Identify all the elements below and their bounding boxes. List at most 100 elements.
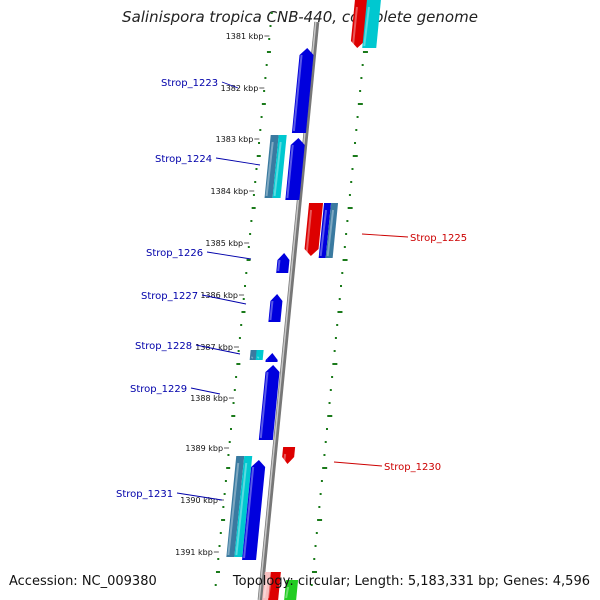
inner-rail-dot [237,350,240,352]
gene-label-text: Strop_1229 [130,384,187,395]
inner-rail-dot [221,519,226,521]
outer-rail-dot [332,363,338,365]
gene-strop-1230-shine [283,453,287,463]
bottom-gene-pink [262,572,271,600]
outer-rail-dot [334,337,337,339]
kbp-tick-label: 1381 kbp [226,32,264,41]
outer-rail-dot [311,571,317,573]
gene-strop-1228-c [265,353,278,362]
genome-summary-text: Topology: circular; Length: 5,183,331 bp… [232,574,590,589]
outer-rail-dot [351,168,354,170]
inner-rail-dot [266,51,271,53]
inner-rail-dot [242,298,245,300]
gene-leader-line [333,461,383,467]
gene-leader-line [195,344,241,355]
outer-rail-dot [331,376,334,378]
inner-rail-dot [236,363,241,365]
gene-leader-line [206,251,252,260]
inner-rail-dot [263,90,266,92]
inner-rail-dot [217,558,220,560]
outer-rail-dot [328,402,331,404]
outer-rail-dot [347,207,353,209]
inner-rail-dot [222,506,225,508]
inner-rail-dot [214,584,217,586]
kbp-tick-label: 1386 kbp [200,291,238,300]
outer-rail-dot [341,272,344,274]
inner-rail-dot [252,194,255,196]
reverse-gene-partial-red-shine [351,6,358,47]
bottom-gene-green [284,580,299,600]
gene-strop-1224-a-shine [265,141,274,197]
inner-rail-dot [256,155,261,157]
gene-strop-1229-shine [259,371,269,439]
inner-rail-dot [219,532,222,534]
inner-rail-dot [247,246,250,248]
inner-rail-dot [241,311,246,313]
outer-rail-dot [333,350,336,352]
outer-rail-dot [340,285,343,287]
gene-leader-line [190,387,221,395]
gene-leader-line [201,294,247,305]
gene-label-text: Strop_1225 [410,233,467,244]
inner-rail-dot [261,103,266,105]
kbp-tick-label: 1391 kbp [175,548,213,557]
gene-strop-1227-shine [269,300,274,321]
gene-leader-line [361,233,409,238]
gene-label-text: Strop_1224 [155,154,212,165]
outer-rail-dot [354,142,357,144]
gene-strop-1224-c [285,138,305,200]
backbone-line [257,21,320,600]
outer-rail-dot [362,51,368,53]
gene-strop-1225-c-shine [326,209,335,257]
reverse-gene-partial-cyan-shine [363,6,370,47]
gene-strop-1231-a [226,456,245,557]
inner-rail-dot [251,207,256,209]
outer-rail-dot [317,519,323,521]
gene-strop-1224-c-shine [286,144,294,199]
inner-rail-dot [268,38,271,40]
inner-rail-dot [227,454,230,456]
outer-rail-dot [345,233,348,235]
gene-strop-1224-b-shine [273,141,282,197]
inner-rail-dot [224,480,227,482]
gene-features [226,0,381,600]
gene-strop-1223 [291,48,314,133]
outer-rail-dot [310,584,313,586]
outer-rail-dot [355,129,358,131]
tick-dot-rails [214,12,369,586]
gene-strop-1231-b [234,456,253,557]
outer-rail-dot [343,246,346,248]
gene-strop-1231-c-shine [243,466,255,559]
outer-rail-dot [350,181,353,183]
gene-strop-1228-b-shine [256,356,260,359]
gene-label-text: Strop_1228 [135,341,192,352]
gene-leader-line [176,492,223,501]
outer-rail-dot [356,116,359,118]
inner-rail-dot [264,77,267,79]
outer-rail-dot [324,441,327,443]
outer-rail-dot [329,389,332,391]
inner-rail-dot [245,272,248,274]
inner-rail-dot [229,428,232,430]
kbp-tick-label: 1390 kbp [180,496,218,505]
gene-strop-1224-a [264,135,279,198]
outer-rail-dot [315,532,318,534]
kbp-tick-label: 1388 kbp [190,394,228,403]
outer-rail-dot [313,558,316,560]
accession-text: Accession: NC_009380 [9,574,157,589]
kbp-tick-label: 1382 kbp [221,84,259,93]
gene-strop-1228-a-shine [250,356,254,359]
outer-rail-dot [327,415,333,417]
map-title: Salinispora tropica CNB-440, complete ge… [122,8,478,26]
inner-rail-dot [226,467,231,469]
outer-rail-dot [319,493,322,495]
outer-rail-dot [337,311,343,313]
gene-strop-1227 [268,294,283,322]
inner-rail-dot [270,12,273,14]
gene-label-text: Strop_1230 [384,462,441,473]
kbp-scale: 1381 kbp 1382 kbp 1383 kbp 1384 kbp 1385 kbp… [175,32,270,557]
inner-rail-dot [223,493,226,495]
gene-strop-1229 [258,365,280,440]
inner-rail-dot [259,129,262,131]
outer-rail-dot [348,194,351,196]
